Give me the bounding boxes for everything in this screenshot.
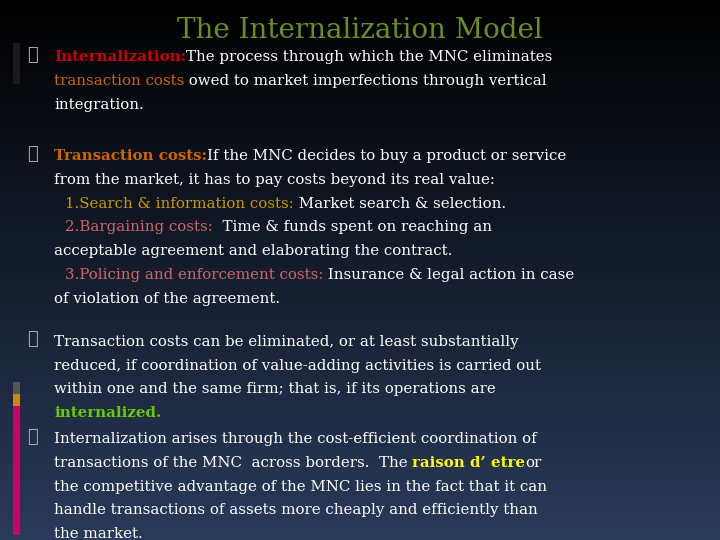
Text: the market.: the market.	[54, 527, 143, 540]
Text: of violation of the agreement.: of violation of the agreement.	[54, 292, 280, 306]
Text: The Internalization Model: The Internalization Model	[177, 17, 543, 44]
Text: integration.: integration.	[54, 98, 144, 112]
Text: transaction costs: transaction costs	[54, 74, 184, 88]
Text: If the MNC decides to buy a product or service: If the MNC decides to buy a product or s…	[207, 149, 566, 163]
Text: Market search & selection.: Market search & selection.	[294, 197, 505, 211]
Text: 3.Policing and enforcement costs:: 3.Policing and enforcement costs:	[65, 268, 323, 282]
Text: raison d’ etre: raison d’ etre	[413, 456, 526, 470]
Text: The process through which the MNC eliminates: The process through which the MNC elimin…	[186, 50, 552, 64]
Bar	[13, 406, 20, 535]
Bar	[13, 43, 20, 84]
Text: Transaction costs can be eliminated, or at least substantially: Transaction costs can be eliminated, or …	[54, 335, 518, 349]
Text: Time & funds spent on reaching an: Time & funds spent on reaching an	[212, 220, 492, 234]
Text: or: or	[526, 456, 541, 470]
Text: owed to market imperfections through vertical: owed to market imperfections through ver…	[184, 74, 547, 88]
Text: ❖: ❖	[27, 330, 38, 348]
Text: ❖: ❖	[27, 428, 38, 445]
Bar	[13, 382, 20, 394]
Text: internalized.: internalized.	[54, 406, 161, 420]
Text: Internalization arises through the cost-efficient coordination of: Internalization arises through the cost-…	[54, 432, 536, 446]
Text: Internalization:: Internalization:	[54, 50, 186, 64]
Text: within one and the same firm; that is, if its operations are: within one and the same firm; that is, i…	[54, 382, 496, 396]
Text: 2.Bargaining costs:: 2.Bargaining costs:	[65, 220, 212, 234]
Text: the competitive advantage of the MNC lies in the fact that it can: the competitive advantage of the MNC lie…	[54, 480, 547, 494]
Text: handle transactions of assets more cheaply and efficiently than: handle transactions of assets more cheap…	[54, 503, 538, 517]
Text: ❖: ❖	[27, 46, 38, 64]
Text: reduced, if coordination of value-adding activities is carried out: reduced, if coordination of value-adding…	[54, 359, 541, 373]
Text: from the market, it has to pay costs beyond its real value:: from the market, it has to pay costs bey…	[54, 173, 495, 187]
Text: Transaction costs:: Transaction costs:	[54, 149, 207, 163]
Text: 1.Search & information costs:: 1.Search & information costs:	[65, 197, 294, 211]
Text: transactions of the MNC  across borders.  The: transactions of the MNC across borders. …	[54, 456, 413, 470]
Bar	[13, 394, 20, 406]
Text: Insurance & legal action in case: Insurance & legal action in case	[323, 268, 575, 282]
Text: ❖: ❖	[27, 145, 38, 163]
Text: acceptable agreement and elaborating the contract.: acceptable agreement and elaborating the…	[54, 244, 452, 258]
